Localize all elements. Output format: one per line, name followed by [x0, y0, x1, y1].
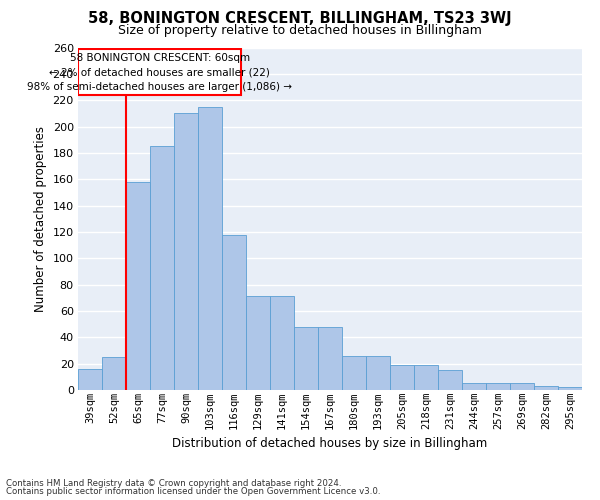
Bar [270, 296, 294, 390]
Bar [318, 327, 342, 390]
Text: 58, BONINGTON CRESCENT, BILLINGHAM, TS23 3WJ: 58, BONINGTON CRESCENT, BILLINGHAM, TS23… [88, 11, 512, 26]
Bar [198, 107, 222, 390]
Bar [174, 114, 198, 390]
Text: Contains public sector information licensed under the Open Government Licence v3: Contains public sector information licen… [6, 487, 380, 496]
FancyBboxPatch shape [78, 49, 241, 95]
Bar [462, 384, 486, 390]
Bar [342, 356, 366, 390]
Bar [102, 357, 126, 390]
Bar [126, 182, 150, 390]
Bar [150, 146, 174, 390]
Bar [222, 234, 246, 390]
Y-axis label: Number of detached properties: Number of detached properties [34, 126, 47, 312]
Bar [486, 384, 510, 390]
Text: 58 BONINGTON CRESCENT: 60sqm: 58 BONINGTON CRESCENT: 60sqm [70, 53, 250, 63]
Bar [246, 296, 270, 390]
X-axis label: Distribution of detached houses by size in Billingham: Distribution of detached houses by size … [172, 437, 488, 450]
Bar [414, 365, 438, 390]
Bar [558, 388, 582, 390]
Bar [534, 386, 558, 390]
Bar [366, 356, 390, 390]
Bar [438, 370, 462, 390]
Text: Contains HM Land Registry data © Crown copyright and database right 2024.: Contains HM Land Registry data © Crown c… [6, 478, 341, 488]
Bar [78, 369, 102, 390]
Bar [390, 365, 414, 390]
Bar [294, 327, 318, 390]
Text: 98% of semi-detached houses are larger (1,086) →: 98% of semi-detached houses are larger (… [27, 82, 292, 92]
Text: ← 2% of detached houses are smaller (22): ← 2% of detached houses are smaller (22) [49, 68, 270, 78]
Bar [510, 384, 534, 390]
Text: Size of property relative to detached houses in Billingham: Size of property relative to detached ho… [118, 24, 482, 37]
